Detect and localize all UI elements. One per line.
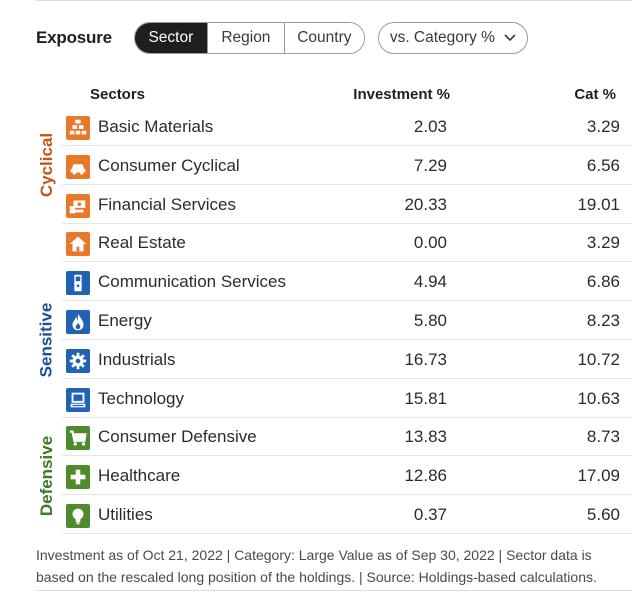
sector-name: Communication Services [98,272,287,292]
investment-value: 16.73 [404,349,447,369]
investment-value: 7.29 [413,155,447,175]
sector-row: Technology 15.81 10.63 [62,379,632,418]
cart-icon [66,426,90,451]
group-label-defensive: Defensive [37,435,57,516]
sector-name: Energy [98,311,152,330]
sector-row: Utilities 0.37 5.60 [62,495,632,534]
sector-row: Consumer Defensive 13.83 8.73 [62,417,632,457]
sector-row: Healthcare 12.86 17.09 [62,456,632,496]
investment-value: 4.94 [413,272,447,292]
sector-row: Industrials 16.73 10.72 [62,340,632,379]
group-label-cyclical: Cyclical [37,133,57,198]
flame-icon [66,310,90,334]
category-value: 10.72 [577,349,620,369]
house-icon [66,232,90,257]
footnote: Investment as of Oct 21, 2022 | Category… [36,547,597,585]
investment-value: 5.80 [413,311,447,330]
comparison-dropdown-label: vs. Category % [389,29,495,46]
category-value: 19.01 [577,194,620,214]
category-value: 6.86 [586,272,620,292]
cross-icon [66,465,90,490]
category-value: 6.56 [586,155,620,175]
group-label-sensitive: Sensitive [37,302,56,378]
sector-name: Technology [98,388,185,408]
sector-row: Consumer Cyclical 7.29 6.56 [62,146,632,185]
category-value: 17.09 [577,466,620,486]
comparison-dropdown[interactable]: vs. Category % [377,22,528,54]
column-header-category: Cat % [574,86,616,103]
investment-value: 20.33 [404,194,447,214]
investment-value: 0.37 [413,505,447,524]
sector-name: Real Estate [98,233,186,253]
sector-row: Basic Materials 2.03 3.29 [62,107,632,146]
column-header-investment: Investment % [353,86,450,103]
sector-name: Basic Materials [98,117,214,136]
sector-name: Consumer Cyclical [98,155,240,175]
exposure-header: Exposure Sector Region Country vs. Categ… [36,21,528,55]
column-header-sectors: Sectors [90,86,146,103]
sector-row: Energy 5.80 8.23 [62,301,632,340]
category-value: 8.23 [586,311,620,330]
sector-row: Communication Services 4.94 6.86 [62,262,632,302]
investment-value: 12.86 [404,466,447,486]
sector-name: Industrials [98,349,176,369]
money-icon [66,193,90,218]
section-title: Exposure [36,28,112,47]
sector-name: Utilities [98,505,153,524]
tab-country[interactable]: Country [283,23,364,53]
category-value: 3.29 [586,117,620,136]
bulb-icon [66,504,90,528]
investment-value: 0.00 [413,233,447,253]
category-value: 10.63 [577,388,620,408]
investment-value: 15.81 [404,388,447,408]
car-icon [66,154,90,179]
tab-sector[interactable]: Sector [134,23,207,53]
investment-value: 13.83 [404,427,447,447]
computer-icon [66,387,90,412]
gear-icon [66,348,90,373]
category-value: 5.60 [586,505,620,524]
exposure-tab-group: Sector Region Country [133,22,365,54]
bricks-icon [66,116,90,140]
phone-icon [66,271,90,296]
top-divider [36,0,632,1]
sector-name: Consumer Defensive [98,427,257,447]
sector-row: Real Estate 0.00 3.29 [62,223,632,263]
chevron-down-icon [504,34,516,42]
category-value: 8.73 [586,427,620,447]
bottom-divider [36,590,632,591]
tab-region[interactable]: Region [206,23,284,53]
sector-row: Financial Services 20.33 19.01 [62,185,632,224]
investment-value: 2.03 [413,117,447,136]
category-value: 3.29 [586,233,620,253]
sector-name: Financial Services [98,194,236,214]
sector-name: Healthcare [98,466,181,486]
